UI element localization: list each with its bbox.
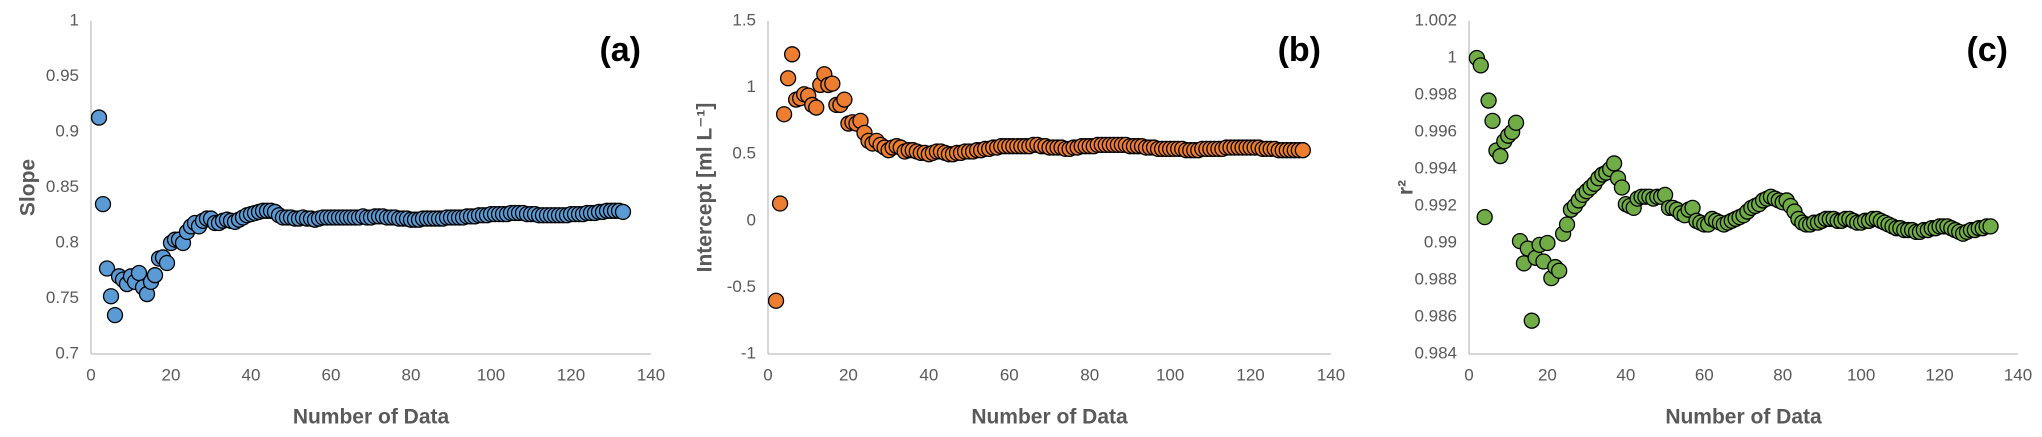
y-tick-label: 1.002 [1414,10,1457,29]
data-point [775,106,793,123]
x-tick-label: 0 [1464,365,1473,384]
x-tick-label: 20 [162,365,181,384]
data-point [98,260,116,277]
data-point [1605,155,1623,172]
data-point [1558,216,1576,233]
data-point [1492,147,1509,165]
x-tick-label: 80 [402,365,421,384]
x-tick-label: 100 [1156,365,1184,384]
x-axis-title: Number of Data [971,406,1128,429]
data-point [1551,262,1568,279]
data-point [1507,114,1525,131]
y-tick-label: 0.986 [1414,306,1457,325]
x-tick-label: 40 [242,365,261,384]
y-tick-label: 0.85 [46,177,79,196]
x-tick-label: 100 [1847,365,1875,384]
x-tick-label: 100 [477,365,505,384]
y-tick-label: 0.99 [1424,232,1457,251]
y-tick-label: 1 [70,10,79,29]
x-tick-label: 60 [1695,365,1714,384]
data-point [158,254,176,272]
y-tick-label: 0.994 [1414,158,1457,177]
x-tick-label: 60 [322,365,341,384]
data-point [779,70,797,87]
x-tick-label: 40 [1616,365,1635,384]
data-point [808,99,825,116]
y-tick-label: 0.95 [46,66,79,85]
data-point [1523,312,1540,329]
y-tick-label: 0.8 [55,232,79,251]
y-tick-label: 1.5 [732,10,756,29]
data-point [1613,179,1631,196]
data-point [1480,92,1497,109]
data-point [94,195,112,213]
x-tick-label: 0 [86,365,95,384]
y-tick-label: -1 [741,343,756,362]
x-tick-label: 140 [2004,365,2032,384]
y-tick-label: 0.998 [1414,84,1457,103]
y-axis-title: r² [1395,180,1418,195]
y-axis-title: Intercept [ml L⁻¹] [694,103,717,273]
data-point [1982,218,1999,235]
data-point [836,91,853,108]
data-point [1476,208,1493,226]
y-tick-label: 0.988 [1414,269,1457,288]
data-point [1472,57,1489,74]
y-tick-label: 0.75 [46,288,79,307]
x-tick-label: 40 [919,365,938,384]
x-tick-label: 140 [637,365,665,384]
x-tick-label: 120 [557,365,585,384]
data-point [1294,142,1311,159]
data-point [767,292,785,309]
panel-label: (b) [1278,31,1321,69]
y-tick-label: -0.5 [727,277,756,296]
x-tick-label: 120 [1236,365,1264,384]
data-point [106,306,124,324]
y-tick-label: 0 [747,210,756,229]
data-point [1539,234,1556,252]
x-tick-label: 140 [1317,365,1345,384]
data-point [102,288,120,305]
y-tick-label: 0.996 [1414,121,1457,140]
x-tick-label: 60 [1000,365,1019,384]
x-tick-label: 0 [763,365,772,384]
y-tick-label: 0.5 [732,144,756,163]
panel-label: (a) [599,31,641,69]
data-point [783,46,801,63]
y-tick-label: 0.992 [1414,195,1457,214]
y-tick-label: 0.9 [55,121,79,140]
x-tick-label: 80 [1080,365,1099,384]
x-tick-label: 80 [1773,365,1792,384]
x-tick-label: 120 [1925,365,1953,384]
y-tick-label: 1 [747,77,756,96]
panel-label: (c) [1966,31,2008,69]
data-point [614,203,632,221]
data-point [771,195,789,212]
x-axis-title: Number of Data [1665,406,1822,429]
x-axis-title: Number of Data [293,406,450,429]
y-axis-title: Slope [17,159,40,216]
y-tick-label: 0.7 [55,343,79,362]
x-tick-label: 20 [1538,365,1557,384]
data-point [1484,112,1501,130]
data-point [90,109,108,126]
y-tick-label: 0.984 [1414,343,1457,362]
x-tick-label: 20 [839,365,858,384]
y-tick-label: 1 [1448,47,1457,66]
data-point [146,267,164,284]
data-point [824,75,841,92]
